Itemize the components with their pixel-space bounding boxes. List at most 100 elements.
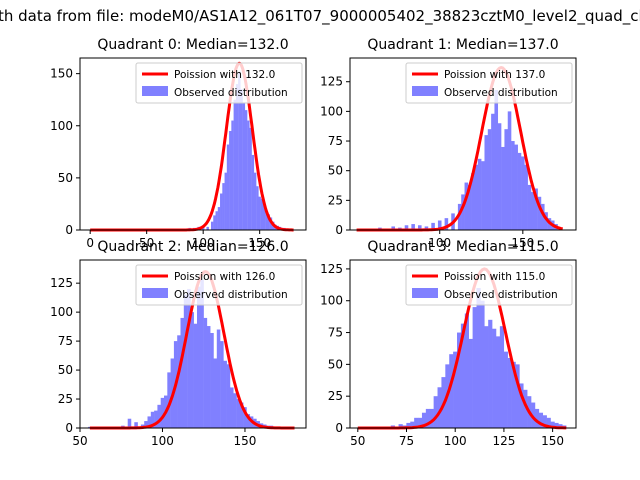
y-tick-label: 100 [50,305,73,319]
histogram-bar [220,341,224,428]
histogram-bar [251,154,255,230]
histogram-bar [477,158,482,230]
legend-swatch-observed [412,86,438,96]
subplot-quadrant-0: 0 50 100 150 0 50 100 150 Poission with 132.0 Obs… [50,37,307,250]
y-tick-label: 125 [320,75,343,89]
x-tick-label: 125 [492,434,515,448]
histogram-bar [222,183,225,230]
histogram-bar [231,120,234,230]
histogram-bar [515,364,520,428]
histogram-bar [418,417,423,428]
histogram-bar [262,203,266,230]
histogram-bar [217,207,221,230]
legend-box [405,264,573,306]
histogram-bar [249,127,252,230]
histogram-bar [256,186,259,230]
x-tick-label: 50 [139,236,154,250]
legend-swatch-observed [142,86,168,96]
histogram-bar [243,407,247,428]
histogram-bar [246,414,251,428]
histogram-bar [464,182,469,230]
subplot-title-quadrant-1: Quadrant 1: Median=137.0 [367,37,558,53]
legend-swatch-observed [142,288,168,298]
histogram-bar [224,172,227,230]
histogram-bar [213,358,218,428]
histogram-bar [236,399,241,428]
histogram-bar [160,397,165,428]
y-tick-label: 0 [335,421,343,435]
histogram-bar [220,193,223,230]
y-tick-label: 0 [65,223,73,237]
y-tick-label: 75 [58,334,73,348]
y-tick-label: 125 [320,262,343,276]
histogram-bar [474,164,479,230]
y-tick-label: 0 [65,421,73,435]
axes-frame [349,57,577,231]
axes-frame [79,259,307,429]
histogram-bar [504,129,508,230]
histogram-bar [480,300,485,428]
y-tick-label: 125 [50,276,73,290]
y-tick-label: 50 [58,363,73,377]
histogram-bar [433,396,438,428]
histogram-bar [517,152,522,230]
histogram-bar [167,372,171,428]
histogram-bar [229,130,232,230]
histogram-bar [265,211,268,230]
histogram-bar [424,226,429,230]
legend-label-observed: Observed distribution [444,87,558,99]
histogram-bar [534,408,540,428]
histogram-bar [471,173,475,230]
x-tick-label: 150 [234,434,257,448]
legend: Poission with 137.0 Observed distribution [405,62,573,104]
histogram-bar [429,408,434,428]
histogram-bar [404,225,409,230]
histogram-bar [437,387,442,428]
legend-box [405,62,573,104]
histogram-bar [239,402,244,428]
histogram-bar [507,111,512,230]
histogram-bar [177,335,181,428]
y-tick-label: 75 [328,134,343,148]
legend-label-observed: Observed distribution [444,289,558,301]
histogram-bar [495,336,501,428]
histogram-bar [213,215,216,230]
histogram-bar [503,351,508,428]
histogram-bar [527,184,532,230]
histogram-bar [494,90,499,230]
y-tick-label: 100 [320,294,343,308]
y-tick-label: 100 [320,104,343,118]
histogram-bar [468,338,473,428]
histogram-bar [233,393,237,428]
histogram-bar [206,226,209,230]
histogram-bar [253,172,257,230]
histogram-bar [524,164,528,230]
x-tick-label: 50 [72,434,87,448]
y-tick-label: 150 [50,67,73,81]
histogram-bar [457,332,462,428]
histogram-bar [476,288,481,428]
histogram-bar [260,198,264,230]
histogram-bar [414,417,419,428]
histogram-bar [538,412,544,428]
histogram-bar [410,421,415,428]
histogram-bar [542,415,547,428]
histogram-bar [531,192,535,230]
y-tick-label: 50 [328,357,343,371]
histogram-bar [487,129,492,230]
subplot-quadrant-2: 50 100 150 0 25 50 75 100 125 Poission with 126.0… [50,239,307,448]
histogram-bar [544,212,548,230]
x-tick-label: 150 [541,434,564,448]
histogram-bar [150,411,155,428]
histogram-bar [406,422,411,428]
legend: Poission with 126.0 Observed distribution [135,264,303,306]
histogram-bar [425,408,431,428]
histogram-bar [226,144,230,230]
histogram-bar [88,426,92,428]
histogram-bar [200,279,204,428]
histogram-bar [244,110,248,230]
histogram-bar [453,351,458,428]
histogram-bar [233,99,237,231]
histogram-bar [267,214,270,230]
histogram-bar [523,389,528,428]
